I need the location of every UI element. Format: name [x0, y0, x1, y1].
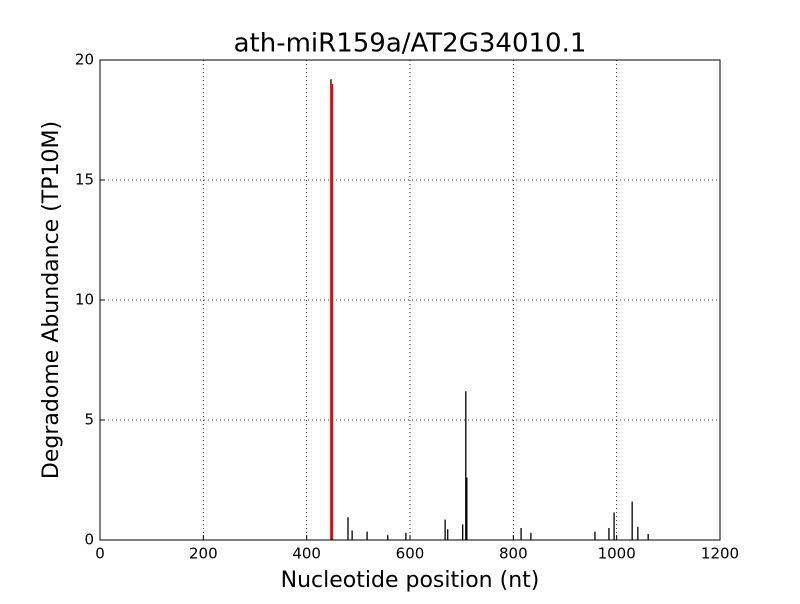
x-tick-label: 200	[189, 545, 218, 563]
x-axis-label: Nucleotide position (nt)	[281, 568, 540, 593]
y-tick-label: 0	[84, 531, 94, 549]
y-tick-label: 10	[75, 291, 94, 309]
y-tick-label: 20	[75, 51, 94, 69]
x-tick-label: 1200	[701, 545, 739, 563]
x-tick-label: 400	[292, 545, 321, 563]
plot-frame	[99, 59, 721, 541]
chart-title: ath-miR159a/AT2G34010.1	[234, 29, 587, 59]
y-tick-label: 15	[75, 171, 94, 189]
x-tick-label: 0	[95, 545, 105, 563]
x-tick-label: 600	[396, 545, 425, 563]
x-tick-label: 800	[499, 545, 528, 563]
y-tick-label: 5	[84, 411, 94, 429]
y-axis-label: Degradome Abundance (TP10M)	[39, 121, 64, 479]
x-tick-label: 1000	[598, 545, 636, 563]
